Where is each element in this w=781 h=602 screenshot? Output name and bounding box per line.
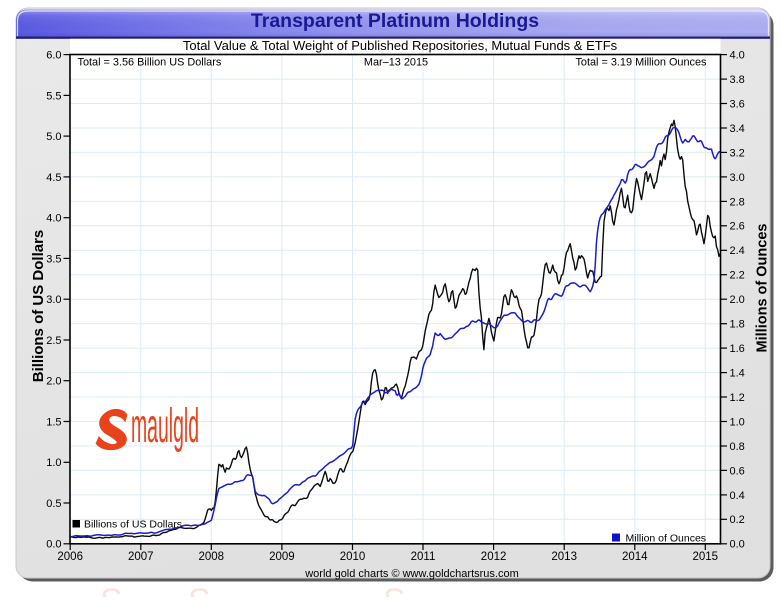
- svg-text:2.0: 2.0: [46, 376, 61, 388]
- svg-text:0.0: 0.0: [730, 539, 745, 551]
- svg-text:3.4: 3.4: [730, 123, 745, 135]
- svg-text:4.0: 4.0: [46, 213, 61, 225]
- svg-text:3.8: 3.8: [730, 74, 745, 86]
- svg-text:1.8: 1.8: [730, 319, 745, 331]
- svg-text:S: S: [383, 582, 406, 597]
- svg-text:2.6: 2.6: [730, 221, 745, 233]
- svg-text:2006: 2006: [57, 551, 83, 563]
- svg-text:0.8: 0.8: [730, 441, 745, 453]
- svg-text:0.5: 0.5: [46, 498, 61, 510]
- svg-text:2007: 2007: [128, 551, 154, 563]
- svg-text:3.2: 3.2: [730, 147, 745, 159]
- svg-text:1.5: 1.5: [46, 416, 61, 428]
- svg-text:Mar–13 2015: Mar–13 2015: [364, 57, 428, 69]
- svg-text:2008: 2008: [199, 551, 225, 563]
- svg-text:Total = 3.56 Billion US Dollar: Total = 3.56 Billion US Dollars: [78, 57, 222, 69]
- svg-text:0.0: 0.0: [46, 539, 61, 551]
- svg-text:0.6: 0.6: [730, 465, 745, 477]
- svg-text:4.0: 4.0: [730, 50, 745, 62]
- svg-text:2009: 2009: [269, 551, 295, 563]
- svg-text:2010: 2010: [340, 551, 366, 563]
- svg-text:Billions of US Dollars: Billions of US Dollars: [84, 519, 182, 531]
- svg-text:3.0: 3.0: [730, 172, 745, 184]
- svg-text:2014: 2014: [622, 551, 648, 563]
- svg-text:2011: 2011: [411, 551, 436, 563]
- svg-text:2.5: 2.5: [46, 335, 61, 347]
- svg-text:S: S: [100, 582, 123, 597]
- svg-text:1.0: 1.0: [46, 457, 61, 469]
- svg-text:Million of Ounces: Million of Ounces: [626, 533, 707, 545]
- svg-text:2.2: 2.2: [730, 270, 745, 282]
- svg-text:2.0: 2.0: [730, 294, 745, 306]
- svg-text:Total Value & Total Weight of: Total Value & Total Weight of Published …: [183, 38, 618, 53]
- svg-text:world gold charts © www.goldch: world gold charts © www.goldchartsrus.co…: [304, 568, 519, 580]
- svg-text:Millions of Ounces: Millions of Ounces: [755, 224, 771, 353]
- svg-text:1.0: 1.0: [730, 416, 745, 428]
- svg-text:0.2: 0.2: [730, 514, 745, 526]
- svg-text:4.5: 4.5: [46, 172, 61, 184]
- svg-text:2.8: 2.8: [730, 196, 745, 208]
- svg-text:2015: 2015: [693, 551, 719, 563]
- svg-text:5.0: 5.0: [46, 131, 61, 143]
- svg-text:2013: 2013: [551, 551, 577, 563]
- svg-text:6.0: 6.0: [46, 50, 61, 62]
- svg-text:Transparent Platinum Holdings: Transparent Platinum Holdings: [251, 10, 539, 32]
- svg-text:0.4: 0.4: [730, 490, 745, 502]
- svg-text:3.5: 3.5: [46, 253, 61, 265]
- svg-text:2012: 2012: [481, 551, 507, 563]
- svg-text:1.2: 1.2: [730, 392, 745, 404]
- svg-text:3.0: 3.0: [46, 294, 61, 306]
- svg-text:2.4: 2.4: [730, 245, 745, 257]
- svg-text:1.4: 1.4: [730, 368, 745, 380]
- svg-text:S: S: [188, 582, 211, 597]
- svg-text:Billions of US Dollars: Billions of US Dollars: [30, 230, 47, 383]
- svg-text:Total = 3.19 Million Ounces: Total = 3.19 Million Ounces: [575, 57, 707, 69]
- svg-text:1.6: 1.6: [730, 343, 745, 355]
- svg-text:maulgld: maulgld: [131, 400, 199, 453]
- svg-text:5.5: 5.5: [46, 90, 61, 102]
- svg-text:3.6: 3.6: [730, 98, 745, 110]
